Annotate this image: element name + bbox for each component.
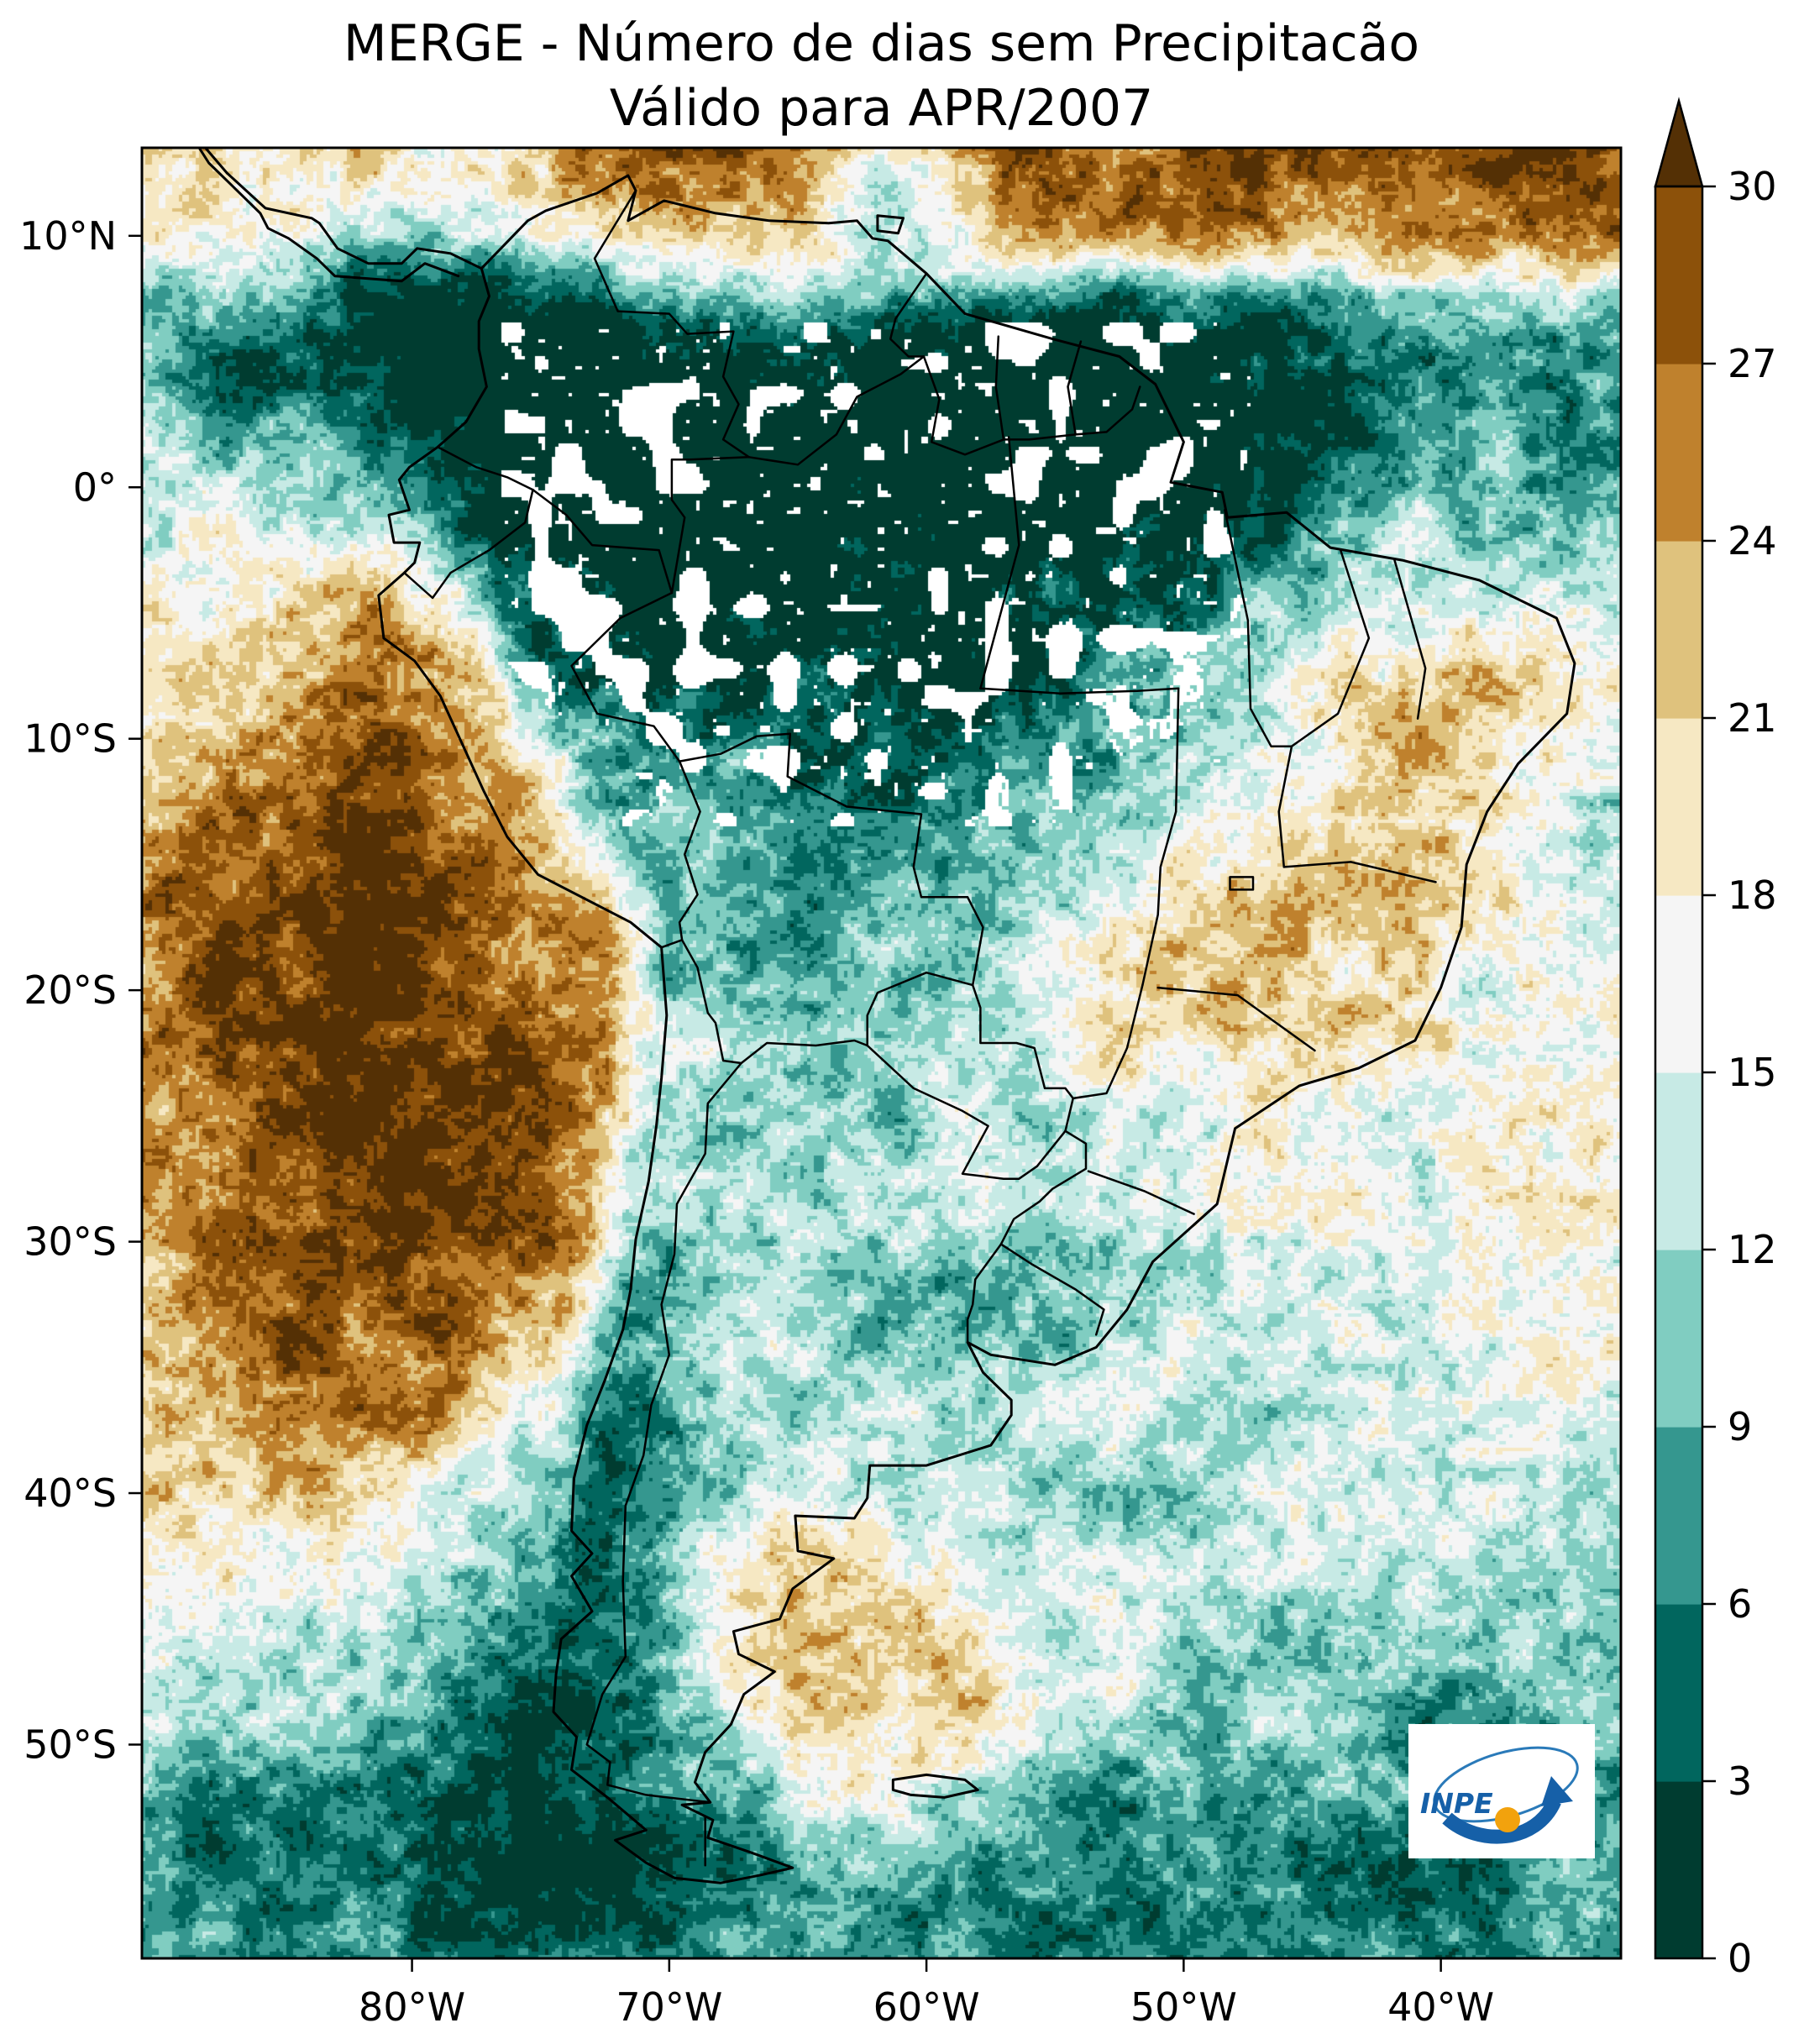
- title-line1: MERGE - Número de dias sem Precipitacão: [343, 14, 1420, 73]
- state-border-maranhao-piaui: [1290, 548, 1371, 747]
- state-border-tocantins-bahia: [1277, 745, 1293, 868]
- border-bolivia-chile: [680, 939, 742, 1065]
- state-border-minas-north: [1282, 861, 1437, 883]
- colorbar-tick-label: 3: [1728, 1758, 1752, 1804]
- state-border-santacatarina: [1087, 1170, 1195, 1215]
- x-tick-label: 70°W: [616, 1984, 722, 2030]
- state-border-piaui-ceara: [1393, 558, 1427, 720]
- border-colombia-peru: [532, 488, 674, 595]
- y-tick-label: 20°S: [24, 967, 117, 1013]
- border-colombia-ecuador: [436, 446, 534, 491]
- border-suriname-brazil: [1002, 433, 1077, 441]
- title-line2: Válido para APR/2007: [609, 79, 1154, 138]
- logo-arrowhead: [1541, 1776, 1573, 1806]
- border-argentina-uruguay: [966, 1243, 1003, 1344]
- border-ecuador-peru: [403, 488, 534, 600]
- x-tick-label: 60°W: [873, 1984, 980, 2030]
- map-overlay: 80°W 70°W 60°W 50°W 40°W 10°N 0° 10°S 20°S 30°S 40…: [19, 97, 1777, 2030]
- border-argentina-brazil: [999, 1129, 1088, 1245]
- geography-layer: [197, 148, 1576, 1884]
- colorbar-tick-label: 12: [1728, 1227, 1777, 1272]
- border-guyana-suriname: [994, 335, 1005, 441]
- inpe-logo: INPE: [1408, 1724, 1595, 1858]
- colorbar-segment: [1655, 1250, 1702, 1428]
- map-plot: 80°W 70°W 60°W 50°W 40°W 10°N 0° 10°S 20°S 30°S 40…: [19, 97, 1777, 2030]
- border-peru-chile: [660, 939, 684, 949]
- colorbar-segment: [1655, 718, 1702, 896]
- border-peru-bolivia: [678, 760, 701, 941]
- border-bolivia-argentina: [740, 1039, 868, 1065]
- colorbar-tick-label: 30: [1728, 164, 1777, 209]
- plot-frame: [140, 146, 1623, 1960]
- colorbar-segment: [1655, 1604, 1702, 1782]
- colorbar-tick-label: 9: [1728, 1404, 1752, 1449]
- border-frguiana-brazil: [1074, 385, 1141, 436]
- state-border-parana-river: [1072, 983, 1144, 1100]
- y-tick-label: 50°S: [24, 1722, 117, 1767]
- colorbar-tick-label: 24: [1728, 518, 1777, 563]
- colorbar-segment: [1655, 1781, 1702, 1959]
- colorbar-tick-label: 27: [1728, 341, 1777, 386]
- y-tick-label: 10°N: [19, 213, 117, 259]
- border-bolivia-brazil: [678, 732, 984, 987]
- border-bolivia-paraguay: [866, 971, 974, 1047]
- colorbar-tick-label: 15: [1728, 1050, 1777, 1095]
- state-border-distrito-federal: [1229, 876, 1255, 891]
- trinidad-island: [876, 214, 905, 235]
- colorbar-segment: [1655, 1072, 1702, 1250]
- colorbar-segment: [1655, 541, 1702, 719]
- border-venezuela-guyana: [889, 272, 928, 358]
- colorbar-segment: [1655, 364, 1702, 542]
- state-border-para-south: [979, 687, 1180, 813]
- colorbar-extend-arrow: [1654, 97, 1704, 188]
- state-border-minas-saopaulo: [1156, 986, 1316, 1052]
- colorbar-tick-label: 21: [1728, 695, 1777, 741]
- y-tick-label: 10°S: [24, 716, 117, 762]
- border-paraguay-brazil: [971, 983, 1074, 1133]
- border-chile-argentina: [585, 1061, 742, 1804]
- logo-swoosh-arrow: [1442, 1798, 1561, 1844]
- logo-inpe-text: INPE: [1420, 1787, 1493, 1820]
- border-peru-brazil: [570, 591, 681, 763]
- border-guyana-brazil: [922, 355, 1005, 456]
- south-america-coastline: [377, 174, 1576, 1884]
- border-venezuela-brazil: [747, 355, 926, 466]
- logo-sun: [1495, 1807, 1520, 1832]
- central-america-pacific-coast: [197, 148, 460, 283]
- colorbar-segment: [1655, 1427, 1702, 1605]
- border-colombia-brazil: [670, 456, 751, 595]
- precipitation-raster: [142, 148, 1621, 1958]
- x-tick-label: 50°W: [1130, 1984, 1237, 2030]
- y-tick-label: 40°S: [24, 1470, 117, 1516]
- inpe-logo-graphic: INPE: [1420, 1746, 1579, 1844]
- central-america-caribbean-coast: [203, 148, 483, 270]
- state-border-goias-west: [1141, 810, 1177, 987]
- colorbar-segment: [1655, 186, 1702, 364]
- border-argentina-paraguay: [866, 1044, 1067, 1180]
- colorbar-tick-label: 6: [1728, 1581, 1752, 1627]
- colorbar-tick-label: 18: [1728, 873, 1777, 918]
- state-border-amazonas-para: [979, 436, 1020, 690]
- x-tick-label: 40°W: [1387, 1984, 1494, 2030]
- border-colombia-venezuela: [593, 189, 751, 459]
- x-tick-label: 80°W: [359, 1984, 465, 2030]
- border-uruguay-brazil: [999, 1243, 1105, 1336]
- state-border-tocantins-line: [1224, 508, 1293, 747]
- figure-title: MERGE - Número de dias sem Precipitacão …: [142, 12, 1621, 141]
- colorbar-segment: [1655, 895, 1702, 1073]
- border-suriname-frguiana: [1067, 340, 1083, 436]
- y-tick-label: 0°: [73, 464, 117, 510]
- falkland-islands: [891, 1773, 979, 1799]
- y-tick-label: 30°S: [24, 1219, 117, 1265]
- colorbar-tick-label: 0: [1728, 1936, 1752, 1981]
